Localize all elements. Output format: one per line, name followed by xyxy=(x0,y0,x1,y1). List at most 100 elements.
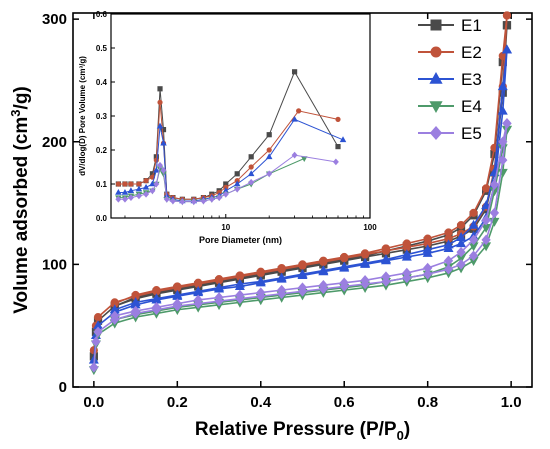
legend-label: E5 xyxy=(461,124,482,143)
main-point-E5 xyxy=(489,207,500,219)
main-point-E5 xyxy=(339,277,349,289)
inset-point-E5 xyxy=(234,185,241,193)
main-point-E2 xyxy=(381,244,391,253)
inset-point-E5 xyxy=(163,195,170,203)
inset-point-E5 xyxy=(179,198,186,206)
main-point-E5 xyxy=(468,234,479,246)
main-point-E5 xyxy=(256,287,266,298)
inset-y-tick-label: 0.3 xyxy=(96,112,108,121)
inset-point-E3 xyxy=(160,139,167,146)
main-point-E2 xyxy=(93,313,103,322)
main-y-axis-title: Volume adsorbed (cm3/g) xyxy=(8,86,32,314)
inset-point-E5 xyxy=(169,197,176,205)
inset-point-E1 xyxy=(160,127,167,133)
main-point-E5 xyxy=(151,302,162,313)
main-point-E3 xyxy=(130,297,141,306)
main-point-E3 xyxy=(456,232,467,241)
main-plot: 0.0 0.2 0.4 0.6 0.8 1.0 0 100 200 300 Relative Pr… xyxy=(8,11,533,443)
main-x-tick-label: 0.6 xyxy=(334,394,355,411)
inset-point-E2 xyxy=(296,108,302,114)
main-x-tick-label: 0.2 xyxy=(167,394,188,411)
main-x-tick-label: 0.4 xyxy=(250,394,272,411)
main-point-E2 xyxy=(256,267,265,276)
main-point-E3 xyxy=(456,238,467,248)
inset-point-E5 xyxy=(157,161,164,169)
main-point-E2 xyxy=(235,271,245,280)
inset-point-E3 xyxy=(142,183,150,190)
inset-point-E5 xyxy=(266,170,273,178)
inset-point-E1 xyxy=(234,171,240,177)
main-point-E5 xyxy=(172,298,182,309)
inset-point-E3 xyxy=(265,153,273,160)
main-point-E5 xyxy=(89,362,99,373)
inset-point-E3 xyxy=(149,180,156,187)
main-point-E3 xyxy=(318,265,329,275)
main-point-E2 xyxy=(173,282,182,291)
legend: E1 E2 E3 E4 E5 xyxy=(418,16,482,143)
main-point-E5 xyxy=(456,246,466,258)
main-point-E3 xyxy=(501,44,512,54)
main-series-layer xyxy=(88,11,512,376)
legend-item-E1: E1 xyxy=(418,16,482,35)
main-series-E5 xyxy=(89,118,512,373)
inset-point-E5 xyxy=(248,178,255,186)
main-ticks: 0.0 0.2 0.4 0.6 0.8 1.0 0 100 200 300 xyxy=(42,11,532,411)
main-point-E3 xyxy=(214,282,225,292)
legend-label: E4 xyxy=(461,97,482,116)
main-y-tick-label: 0 xyxy=(59,379,67,396)
inset-point-E3 xyxy=(291,115,298,122)
main-point-E5 xyxy=(481,214,491,226)
inset-point-E5 xyxy=(332,158,339,166)
main-series-E2 xyxy=(89,11,512,355)
inset-y-axis-title: dV/dlog(D) Pore Volume (cm³/g) xyxy=(78,56,87,176)
main-point-E3 xyxy=(380,254,391,264)
main-point-E2 xyxy=(502,11,512,20)
main-point-E5 xyxy=(498,136,508,148)
main-point-E3 xyxy=(172,289,183,299)
inset-y-tick-label: 0.0 xyxy=(96,214,108,223)
legend-label: E1 xyxy=(461,16,482,35)
inset-point-E5 xyxy=(222,190,229,198)
main-x-tick-label: 1.0 xyxy=(501,394,522,411)
main-point-E3 xyxy=(401,249,412,259)
inset-point-E3 xyxy=(127,187,135,194)
inset-point-E5 xyxy=(190,198,197,206)
inset-series-line-E3 xyxy=(118,118,344,202)
main-point-E2 xyxy=(423,234,432,243)
inset-point-E5 xyxy=(135,192,142,200)
main-point-E3 xyxy=(339,261,350,271)
inset-point-E2 xyxy=(266,147,272,153)
main-point-E5 xyxy=(489,179,500,190)
main-point-E5 xyxy=(360,275,370,286)
inset-point-E1 xyxy=(335,144,341,150)
main-point-E2 xyxy=(482,184,491,193)
legend-marker-E2 xyxy=(430,46,442,58)
main-point-E5 xyxy=(318,279,328,291)
legend-marker-E4 xyxy=(429,101,443,114)
main-point-E3 xyxy=(422,244,433,254)
inset-point-E2 xyxy=(136,181,142,187)
main-point-E3 xyxy=(276,272,287,282)
main-point-E3 xyxy=(360,257,371,267)
main-point-E2 xyxy=(298,260,307,269)
legend-item-E5: E5 xyxy=(418,124,482,143)
main-point-E5 xyxy=(502,118,512,129)
main-point-E2 xyxy=(360,249,370,258)
inset-point-E5 xyxy=(291,151,298,159)
inset-point-E2 xyxy=(122,181,128,187)
inset-point-E1 xyxy=(157,86,163,92)
inset-point-E5 xyxy=(143,190,150,198)
main-point-E5 xyxy=(443,264,454,275)
main-plot-frame xyxy=(72,12,533,388)
main-point-E5 xyxy=(214,292,224,303)
main-point-E5 xyxy=(402,267,412,279)
main-point-E2 xyxy=(194,278,203,287)
main-point-E5 xyxy=(468,250,479,262)
inset-ticks: 10 100 0.0 0.1 0.2 0.3 0.4 0.5 0.6 xyxy=(96,10,377,232)
main-point-E2 xyxy=(214,274,224,284)
legend-marker-E1 xyxy=(430,19,442,31)
main-point-E3 xyxy=(234,278,245,288)
main-point-E2 xyxy=(402,239,411,248)
inset-point-E5 xyxy=(160,167,167,174)
